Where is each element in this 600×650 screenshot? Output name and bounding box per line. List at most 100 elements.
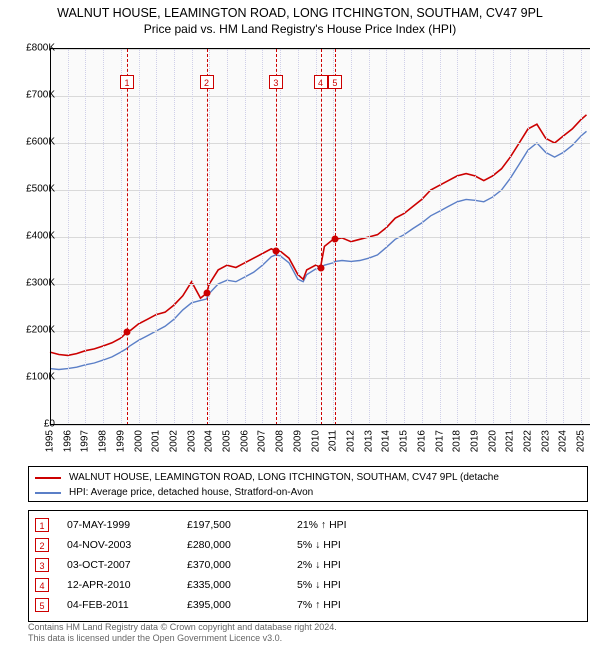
gridline-v (404, 49, 405, 425)
title-sub: Price paid vs. HM Land Registry's House … (8, 22, 592, 36)
y-tick-label: £200K (7, 325, 55, 336)
event-pct: 5% ↓ HPI (297, 579, 417, 591)
x-tick-label: 1997 (80, 430, 91, 452)
gridline-v (262, 49, 263, 425)
event-vline (207, 49, 208, 425)
event-vline (276, 49, 277, 425)
event-date: 07-MAY-1999 (67, 519, 187, 531)
event-date: 12-APR-2010 (67, 579, 187, 591)
event-number-box: 2 (35, 538, 49, 552)
event-price: £197,500 (187, 519, 297, 531)
gridline-v (298, 49, 299, 425)
gridline-v (422, 49, 423, 425)
footer-line: This data is licensed under the Open Gov… (28, 633, 337, 644)
x-tick-label: 2000 (133, 430, 144, 452)
event-marker: 2 (200, 75, 214, 89)
y-tick-label: £600K (7, 137, 55, 148)
series-line (50, 131, 587, 369)
gridline-v (174, 49, 175, 425)
x-tick-label: 2020 (487, 430, 498, 452)
y-tick-label: £0 (7, 419, 55, 430)
x-tick-label: 2016 (416, 430, 427, 452)
event-number-box: 4 (35, 578, 49, 592)
event-date: 03-OCT-2007 (67, 559, 187, 571)
footer-line: Contains HM Land Registry data © Crown c… (28, 622, 337, 633)
legend-row: WALNUT HOUSE, LEAMINGTON ROAD, LONG ITCH… (35, 470, 581, 485)
x-tick-label: 2002 (168, 430, 179, 452)
x-tick-label: 2008 (275, 430, 286, 452)
event-row: 4 12-APR-2010£335,0005% ↓ HPI (35, 575, 581, 595)
sale-dot (317, 264, 324, 271)
legend-label: WALNUT HOUSE, LEAMINGTON ROAD, LONG ITCH… (69, 472, 499, 483)
x-tick-label: 2005 (222, 430, 233, 452)
x-tick-label: 2013 (363, 430, 374, 452)
event-row: 3 03-OCT-2007£370,0002% ↓ HPI (35, 555, 581, 575)
event-number-box: 1 (35, 518, 49, 532)
gridline-v (103, 49, 104, 425)
x-tick-label: 1995 (45, 430, 56, 452)
event-date: 04-FEB-2011 (67, 599, 187, 611)
x-tick-label: 2003 (186, 430, 197, 452)
gridline-v (475, 49, 476, 425)
event-date: 04-NOV-2003 (67, 539, 187, 551)
event-price: £335,000 (187, 579, 297, 591)
event-price: £395,000 (187, 599, 297, 611)
event-number-box: 5 (35, 598, 49, 612)
legend-row: HPI: Average price, detached house, Stra… (35, 485, 581, 500)
event-number-box: 3 (35, 558, 49, 572)
x-tick-label: 2001 (151, 430, 162, 452)
x-tick-label: 2014 (381, 430, 392, 452)
x-tick-label: 1998 (98, 430, 109, 452)
x-tick-label: 2022 (523, 430, 534, 452)
event-row: 1 07-MAY-1999£197,50021% ↑ HPI (35, 515, 581, 535)
chart-container: WALNUT HOUSE, LEAMINGTON ROAD, LONG ITCH… (0, 0, 600, 650)
x-tick-label: 2017 (434, 430, 445, 452)
gridline-v (316, 49, 317, 425)
gridline-v (280, 49, 281, 425)
gridline-v (156, 49, 157, 425)
event-row: 2 04-NOV-2003£280,0005% ↓ HPI (35, 535, 581, 555)
gridline-v (139, 49, 140, 425)
x-tick-label: 2009 (292, 430, 303, 452)
gridline-v (351, 49, 352, 425)
x-tick-label: 2015 (399, 430, 410, 452)
x-tick-label: 2018 (452, 430, 463, 452)
events-table: 1 07-MAY-1999£197,50021% ↑ HPI 2 04-NOV-200… (28, 510, 588, 622)
gridline-v (386, 49, 387, 425)
event-marker: 3 (269, 75, 283, 89)
event-pct: 2% ↓ HPI (297, 559, 417, 571)
gridline-v (493, 49, 494, 425)
x-tick-label: 1996 (62, 430, 73, 452)
footer: Contains HM Land Registry data © Crown c… (28, 622, 337, 645)
y-tick-label: £700K (7, 90, 55, 101)
event-pct: 5% ↓ HPI (297, 539, 417, 551)
x-tick-label: 2025 (576, 430, 587, 452)
gridline-v (457, 49, 458, 425)
gridline-v (245, 49, 246, 425)
event-price: £370,000 (187, 559, 297, 571)
gridline-v (209, 49, 210, 425)
y-tick-label: £100K (7, 372, 55, 383)
y-tick-label: £500K (7, 184, 55, 195)
title-main: WALNUT HOUSE, LEAMINGTON ROAD, LONG ITCH… (8, 6, 592, 20)
event-pct: 21% ↑ HPI (297, 519, 417, 531)
x-tick-label: 2012 (345, 430, 356, 452)
gridline-v (563, 49, 564, 425)
legend-swatch (35, 477, 61, 479)
gridline-v (440, 49, 441, 425)
x-tick-label: 2007 (257, 430, 268, 452)
event-vline (127, 49, 128, 425)
event-vline (321, 49, 322, 425)
event-price: £280,000 (187, 539, 297, 551)
y-tick-label: £300K (7, 278, 55, 289)
event-pct: 7% ↑ HPI (297, 599, 417, 611)
x-tick-label: 2010 (310, 430, 321, 452)
gridline-v (581, 49, 582, 425)
event-marker: 1 (120, 75, 134, 89)
event-row: 5 04-FEB-2011£395,0007% ↑ HPI (35, 595, 581, 615)
x-tick-label: 2023 (540, 430, 551, 452)
plot-region: 12345 (50, 49, 590, 425)
gridline-v (369, 49, 370, 425)
gridline-v (227, 49, 228, 425)
title-block: WALNUT HOUSE, LEAMINGTON ROAD, LONG ITCH… (0, 0, 600, 40)
